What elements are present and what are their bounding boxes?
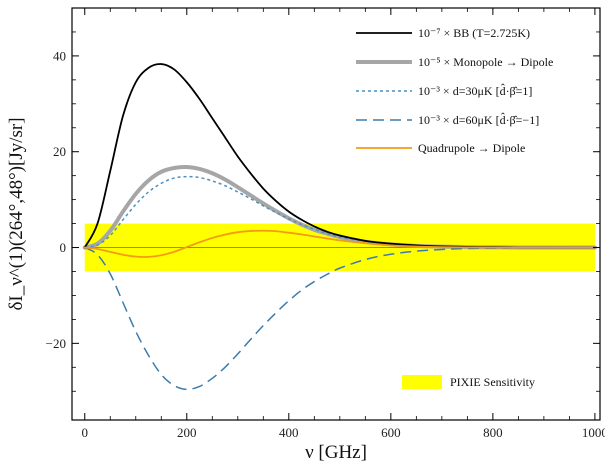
y-tick-label: 0 xyxy=(60,240,67,255)
series-layer xyxy=(82,63,597,391)
x-tick-label: 0 xyxy=(82,425,89,440)
y-tick-label: 20 xyxy=(53,144,66,159)
axes: 0 200 400 600 800 1000 −20 0 20 40 xyxy=(46,7,605,440)
y-axis-label: δI_ν^(1)(264°,48°)[Jy/sr] xyxy=(6,117,27,310)
x-tick-label: 400 xyxy=(279,425,299,440)
band-legend-swatch xyxy=(402,375,442,389)
series-quadrupole-dipole-line xyxy=(83,229,596,258)
plot-frame xyxy=(71,7,601,421)
band-legend: PIXIE Sensitivity xyxy=(402,375,535,389)
legend-label: Quadrupole → Dipole xyxy=(418,141,525,155)
legend-label: 10⁻⁵ × Monopole → Dipole xyxy=(418,55,553,69)
x-tick-label: 800 xyxy=(483,425,503,440)
legend-label: 10⁻⁷ × BB (T=2.725K) xyxy=(418,26,530,40)
y-tick-label: −20 xyxy=(46,336,66,351)
series-d60-line xyxy=(84,246,595,391)
legend-label: 10⁻³ × d=30μK [d̂·β̂=1] xyxy=(418,83,532,98)
band-legend-label: PIXIE Sensitivity xyxy=(450,375,535,389)
x-tick-label: 200 xyxy=(177,425,197,440)
x-tick-label: 600 xyxy=(381,425,401,440)
legend-label: 10⁻³ × d=60μK [d̂·β̂=−1] xyxy=(418,112,539,127)
x-tick-label: 1000 xyxy=(582,425,605,440)
y-tick-label: 40 xyxy=(53,48,66,63)
x-axis-label: ν [GHz] xyxy=(305,442,367,463)
legend: 10⁻⁷ × BB (T=2.725K) 10⁻⁵ × Monopole → Di… xyxy=(356,26,553,155)
